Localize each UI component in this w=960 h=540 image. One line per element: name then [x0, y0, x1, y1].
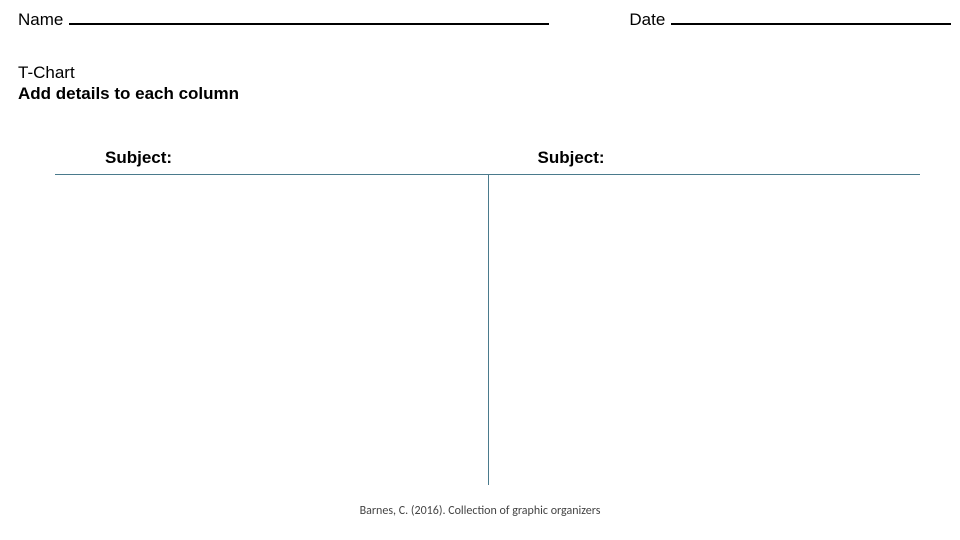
- header-row: Name Date: [18, 10, 950, 30]
- worksheet-title: T-Chart: [18, 62, 239, 83]
- t-chart-right-header: Subject:: [488, 148, 921, 174]
- worksheet-instruction: Add details to each column: [18, 83, 239, 104]
- footer-citation: Barnes, C. (2016). Collection of graphic…: [0, 504, 960, 518]
- t-chart-body[interactable]: [55, 175, 920, 485]
- name-label: Name: [18, 10, 63, 30]
- date-label: Date: [629, 10, 665, 30]
- t-chart-vertical-line: [488, 175, 489, 485]
- t-chart-left-header: Subject:: [55, 148, 488, 174]
- name-input-line[interactable]: [69, 11, 549, 25]
- date-input-line[interactable]: [671, 11, 951, 25]
- t-chart: Subject: Subject:: [55, 148, 920, 485]
- title-block: T-Chart Add details to each column: [18, 62, 239, 105]
- name-block: Name: [18, 10, 549, 30]
- date-block: Date: [629, 10, 951, 30]
- t-chart-headers: Subject: Subject:: [55, 148, 920, 174]
